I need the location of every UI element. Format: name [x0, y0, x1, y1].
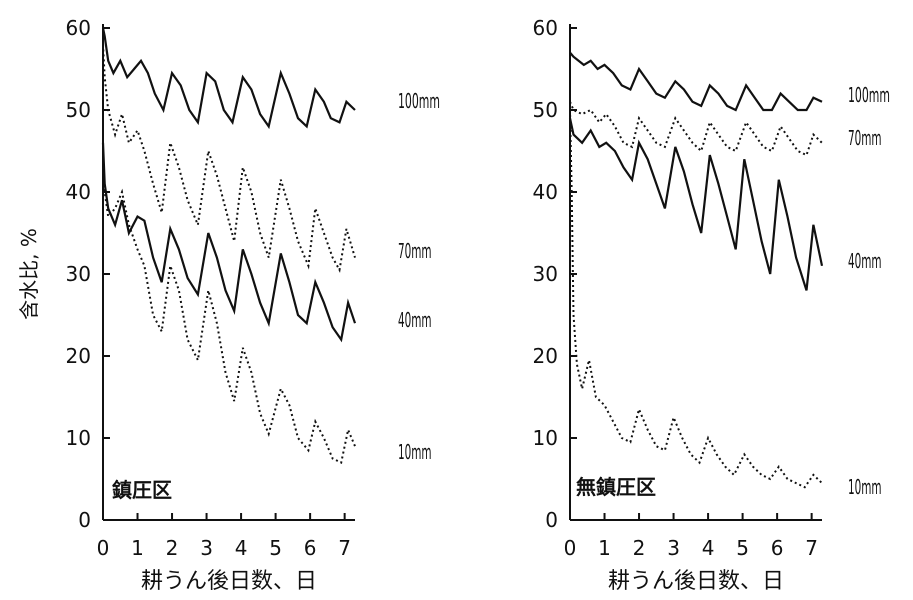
series-line-40mm: [568, 117, 824, 291]
x-tick-label: 2: [633, 536, 646, 560]
y-tick-label: 10: [533, 426, 558, 450]
series-label-70mm: 70mm: [848, 126, 882, 150]
series-label-10mm: 10mm: [848, 475, 882, 499]
x-tick-label: 1: [598, 536, 611, 560]
x-tick-label: 4: [235, 536, 248, 560]
x-tick-label: 3: [667, 536, 680, 560]
series-line-100mm: [569, 51, 823, 112]
x-tick-label: 6: [771, 536, 784, 560]
x-axis-label: 耕うん後日数、日: [608, 569, 784, 594]
series-label-40mm: 40mm: [398, 308, 432, 332]
y-tick-label: 0: [545, 508, 558, 532]
panel-label: 鎮圧区: [112, 478, 172, 502]
series-line-70mm: [569, 101, 823, 157]
x-tick-label: 5: [269, 536, 282, 560]
x-tick-label: 0: [97, 536, 110, 560]
y-tick-label: 60: [66, 16, 91, 40]
y-tick-label: 40: [66, 180, 91, 204]
y-tick-label: 50: [66, 98, 91, 122]
y-tick-label: 50: [533, 98, 558, 122]
x-tick-label: 5: [736, 536, 749, 560]
panel-label: 無鎮圧区: [576, 475, 656, 499]
series-label-40mm: 40mm: [848, 249, 882, 273]
y-tick-label: 0: [78, 508, 91, 532]
y-tick-label: 60: [533, 16, 558, 40]
x-tick-label: 0: [564, 536, 577, 560]
x-axis-label: 耕うん後日数、日: [141, 569, 317, 594]
y-tick-label: 40: [533, 180, 558, 204]
y-tick-label: 20: [533, 344, 558, 368]
y-tick-label: 30: [66, 262, 91, 286]
series-line-40mm: [101, 142, 357, 343]
x-tick-label: 7: [805, 536, 818, 560]
y-tick-label: 10: [66, 426, 91, 450]
x-tick-label: 1: [131, 536, 144, 560]
x-tick-label: 6: [304, 536, 317, 560]
series-label-100mm: 100mm: [398, 89, 440, 113]
y-tick-label: 30: [533, 262, 558, 286]
series-line-10mm: [569, 109, 823, 489]
series-line-100mm: [101, 27, 356, 130]
series-label-70mm: 70mm: [398, 239, 432, 263]
series-line-70mm: [102, 44, 356, 273]
x-tick-label: 7: [338, 536, 351, 560]
x-tick-label: 2: [166, 536, 179, 560]
x-tick-label: 3: [200, 536, 213, 560]
series-label-10mm: 10mm: [398, 440, 432, 464]
y-tick-label: 20: [66, 344, 91, 368]
x-tick-label: 4: [702, 536, 715, 560]
series-label-100mm: 100mm: [848, 83, 890, 107]
y-axis-label: 含水比, %: [17, 228, 41, 320]
series-line-10mm: [102, 159, 356, 465]
